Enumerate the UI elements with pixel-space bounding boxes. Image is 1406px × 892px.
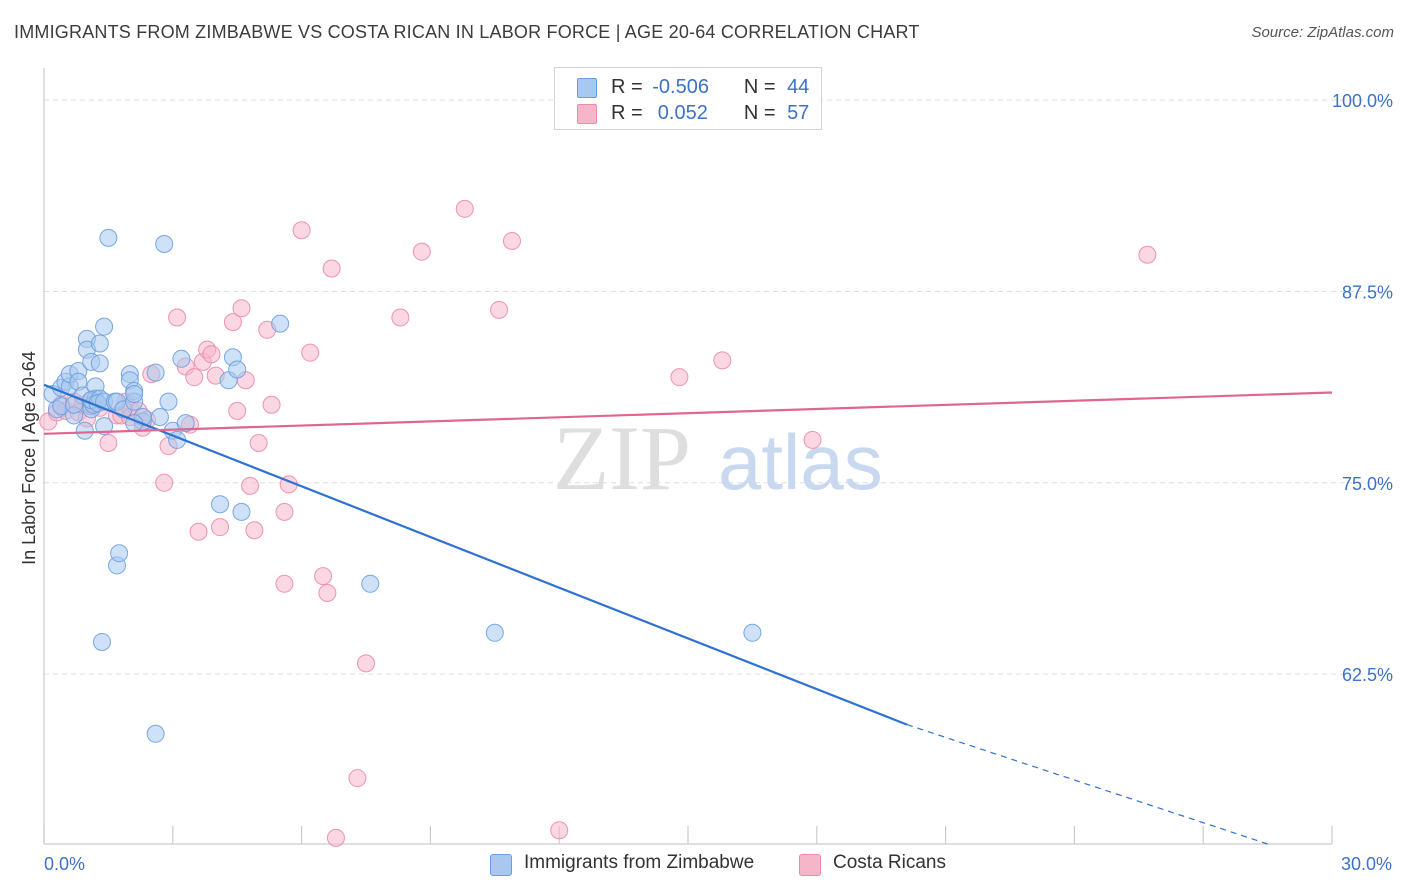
legend-swatch-blue [577,78,597,98]
bottom-legend-swatch-blue [490,854,512,876]
zimbabwe-point [172,349,191,368]
costa-rican-point [262,395,281,414]
zimbabwe-point [110,544,129,563]
zimbabwe-point [92,632,111,651]
legend-n-value: 57 [787,102,810,124]
costa-rican-point [249,433,268,452]
x-tick-label: 30.0% [1341,854,1392,874]
y-tick-label: 62.5% [1342,665,1393,685]
costa-rican-point [357,654,375,673]
costa-rican-point [502,231,521,250]
zimbabwe-point [90,354,109,373]
legend-n-label: N = [743,76,776,98]
costa-rican-point [314,567,333,586]
costa-rican-point [275,574,294,593]
costa-rican-point [550,821,569,840]
legend-r-label: R = [611,76,643,98]
costa-rican-point [326,828,345,847]
costa-rican-point [228,401,247,420]
costa-rican-point [322,259,341,278]
costa-rican-point [1138,245,1157,264]
zimbabwe-point [146,363,165,382]
legend-n-label: N = [743,102,776,124]
legend-n-value: 44 [787,76,810,98]
zimbabwe-point [146,724,165,743]
costa-rican-point [202,345,221,364]
zimbabwe-point [75,421,94,440]
zimbabwe-point [95,317,114,336]
costa-rican-point [713,351,732,370]
zimbabwe-point [228,360,247,379]
y-tick-labels: 100.0% 87.5% 75.0% 62.5% [1332,91,1393,685]
costa-rican-trend-line [43,391,1333,435]
costa-rican-point [245,521,264,540]
costa-rican-point [412,242,431,261]
x-tick-labels: 0.0% 30.0% [44,854,1392,874]
costa-rican-point [185,368,204,387]
zimbabwe-point [150,407,169,426]
y-axis-title: In Labor Force | Age 20-64 [19,351,39,565]
zimbabwe-point [95,417,114,436]
zimbabwe-point [211,495,230,514]
source-label: Source: ZipAtlas.com [1251,24,1394,41]
legend-text-costa-ricans: R = 0.052 N = 57 [611,102,809,125]
watermark-atlas: atlas [718,418,883,506]
zimbabwe-point [232,502,251,521]
costa-rican-point [189,522,208,541]
costa-rican-point [318,583,337,602]
costa-rican-point [168,308,187,327]
series-costa-ricans-points [39,199,1157,847]
costa-rican-point [155,473,174,492]
x-tick-label: 0.0% [44,854,85,874]
series-zimbabwe-points [43,228,762,743]
zimbabwe-point [361,574,380,593]
zimbabwe-trend-line [43,383,908,726]
costa-rican-point [211,518,230,537]
costa-rican-point [275,502,294,521]
costa-rican-point [232,299,251,318]
trend-lines [43,383,1333,845]
zimbabwe-point [485,623,504,642]
y-tick-label: 87.5% [1342,282,1393,302]
zimbabwe-point [743,623,762,642]
costa-rican-point [803,430,822,449]
bottom-legend-swatch-pink [799,854,821,876]
legend-r-value: 0.052 [652,102,708,124]
costa-rican-point [292,221,311,240]
legend-r-value: -0.506 [652,76,709,98]
costa-rican-point [391,308,410,327]
correlation-legend: R = -0.506 N = 44 R = 0.052 N = 57 [554,67,822,130]
costa-rican-point [301,343,320,362]
zimbabwe-point [99,228,118,247]
zimbabwe-point [90,334,109,353]
y-tick-label: 100.0% [1332,91,1393,111]
zimbabwe-point [159,392,178,411]
zimbabwe-point [176,414,195,433]
zimbabwe-trend-extension [906,724,1268,845]
bottom-legend-label-zimbabwe: Immigrants from Zimbabwe [524,852,755,873]
chart-title: IMMIGRANTS FROM ZIMBABWE VS COSTA RICAN … [14,22,920,42]
zimbabwe-point [271,314,290,333]
legend-r-label: R = [611,102,643,124]
costa-rican-point [223,313,242,332]
costa-rican-point [455,199,474,218]
legend-text-zimbabwe: R = -0.506 N = 44 [611,76,809,99]
costa-rican-point [99,433,118,452]
costa-rican-point [670,368,689,387]
costa-rican-point [490,300,509,319]
zimbabwe-point [155,235,174,254]
legend-swatch-pink [577,104,597,124]
watermark: ZIP atlas [553,407,883,509]
y-tick-label: 75.0% [1342,474,1393,494]
costa-rican-point [241,476,260,495]
watermark-zip: ZIP [553,407,691,509]
costa-rican-point [348,769,367,788]
zimbabwe-point [125,385,144,404]
bottom-legend-label-costa-ricans: Costa Ricans [833,852,946,873]
